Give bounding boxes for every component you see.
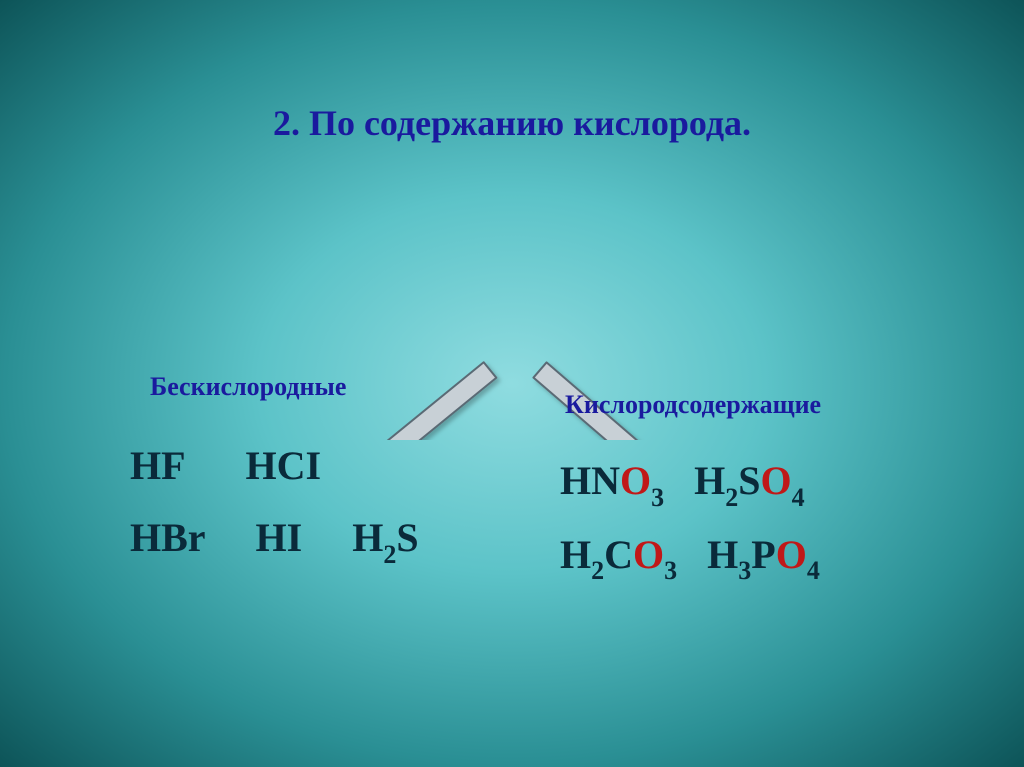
formula-row: H2CO3 H3PO4 bbox=[560, 519, 820, 593]
heading-text: Бескислородные bbox=[150, 372, 346, 401]
formulas-oxygen-free: HF HCI HBr HI H2S bbox=[130, 430, 419, 576]
chemical-formula: HCI bbox=[246, 443, 322, 488]
formulas-oxygen-containing: HNO3 H2SO4 H2CO3 H3PO4 bbox=[560, 445, 820, 593]
arrows-container bbox=[0, 180, 1024, 360]
slide-title: 2. По содержанию кислорода. bbox=[0, 102, 1024, 144]
chemical-formula: HF bbox=[130, 443, 186, 488]
title-text: 2. По содержанию кислорода. bbox=[273, 103, 751, 143]
chemical-formula: H2CO3 bbox=[560, 532, 677, 577]
chemical-formula: HI bbox=[256, 515, 303, 560]
chemical-formula: H2SO4 bbox=[694, 458, 805, 503]
formula-row: HF HCI bbox=[130, 430, 419, 502]
formula-row: HNO3 H2SO4 bbox=[560, 445, 820, 519]
chemical-formula: HNO3 bbox=[560, 458, 664, 503]
chemical-formula: HBr bbox=[130, 515, 206, 560]
formula-row: HBr HI H2S bbox=[130, 502, 419, 576]
heading-text: Кислородсодержащие bbox=[565, 390, 821, 419]
chemical-formula: H2S bbox=[352, 515, 418, 560]
chemical-formula: H3PO4 bbox=[707, 532, 820, 577]
heading-oxygen-free: Бескислородные bbox=[150, 372, 346, 402]
heading-oxygen-containing: Кислородсодержащие bbox=[565, 390, 821, 420]
